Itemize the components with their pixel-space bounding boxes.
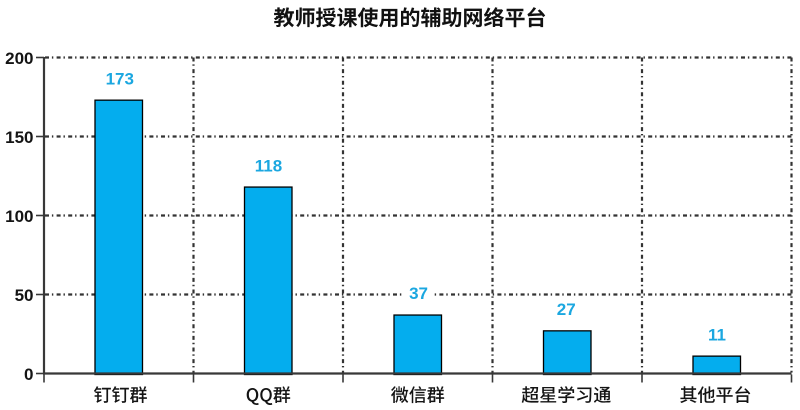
svg-text:11: 11 [708,325,726,344]
svg-text:50: 50 [15,286,34,305]
svg-text:27: 27 [557,300,576,319]
svg-text:200: 200 [5,49,33,68]
svg-text:100: 100 [5,207,33,226]
svg-text:0: 0 [24,365,33,384]
svg-text:118: 118 [255,156,282,175]
svg-text:150: 150 [5,128,33,147]
svg-text:173: 173 [106,69,134,88]
svg-text:37: 37 [409,284,428,303]
